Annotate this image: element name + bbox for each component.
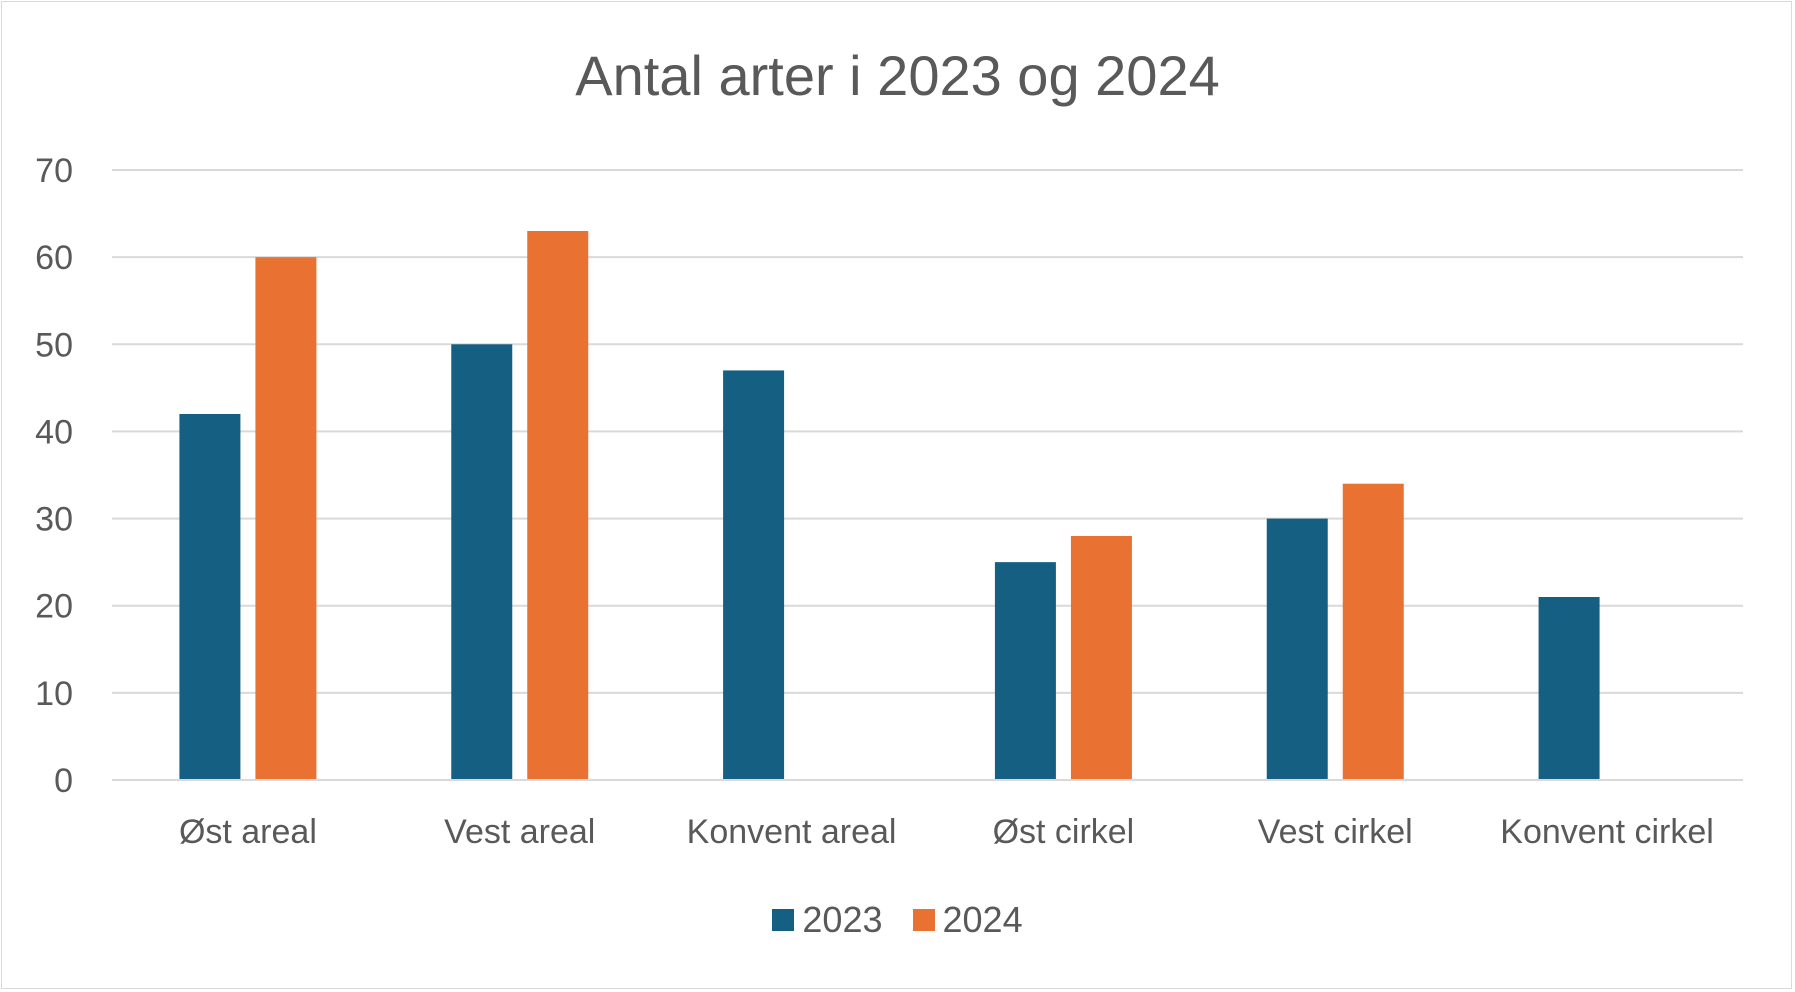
bar-2023-3 [723, 370, 785, 780]
y-tick-label-10: 10 [35, 675, 73, 713]
bar-2023-5 [1266, 518, 1328, 780]
bar-2023-2 [451, 344, 513, 780]
bar-2024-1 [255, 257, 317, 781]
bar-2024-4 [1070, 536, 1132, 780]
legend-label-2023: 2023 [802, 899, 883, 940]
y-tick-label-50: 50 [35, 326, 73, 364]
x-tick-label-3: Konvent areal [687, 813, 897, 851]
y-tick-label-20: 20 [35, 588, 73, 626]
bar-2023-6 [1538, 597, 1600, 780]
bar-2023-1 [179, 414, 241, 780]
legend-swatch-2024 [912, 909, 935, 931]
y-tick-label-40: 40 [35, 413, 73, 451]
legend-item-2023: 2023 [772, 899, 883, 940]
y-tick-label-60: 60 [35, 239, 73, 277]
legend-label-2024: 2024 [942, 899, 1023, 940]
y-tick-label-30: 30 [35, 501, 73, 539]
legend-swatch-2023 [772, 909, 795, 931]
x-tick-label-2: Vest areal [444, 813, 595, 851]
legend-item-2024: 2024 [912, 899, 1023, 940]
bar-2024-2 [527, 231, 589, 780]
y-tick-label-0: 0 [54, 762, 73, 800]
bar-2024-5 [1342, 483, 1404, 780]
legend: 2023 2024 [0, 900, 1795, 940]
x-tick-label-6: Konvent cirkel [1500, 813, 1714, 851]
x-tick-label-1: Øst areal [179, 813, 317, 851]
y-tick-label-70: 70 [35, 152, 73, 190]
chart-title: Antal arter i 2023 og 2024 [575, 44, 1220, 107]
x-tick-label-4: Øst cirkel [993, 813, 1135, 851]
bar-2023-4 [994, 562, 1056, 780]
x-tick-label-5: Vest cirkel [1258, 813, 1413, 851]
